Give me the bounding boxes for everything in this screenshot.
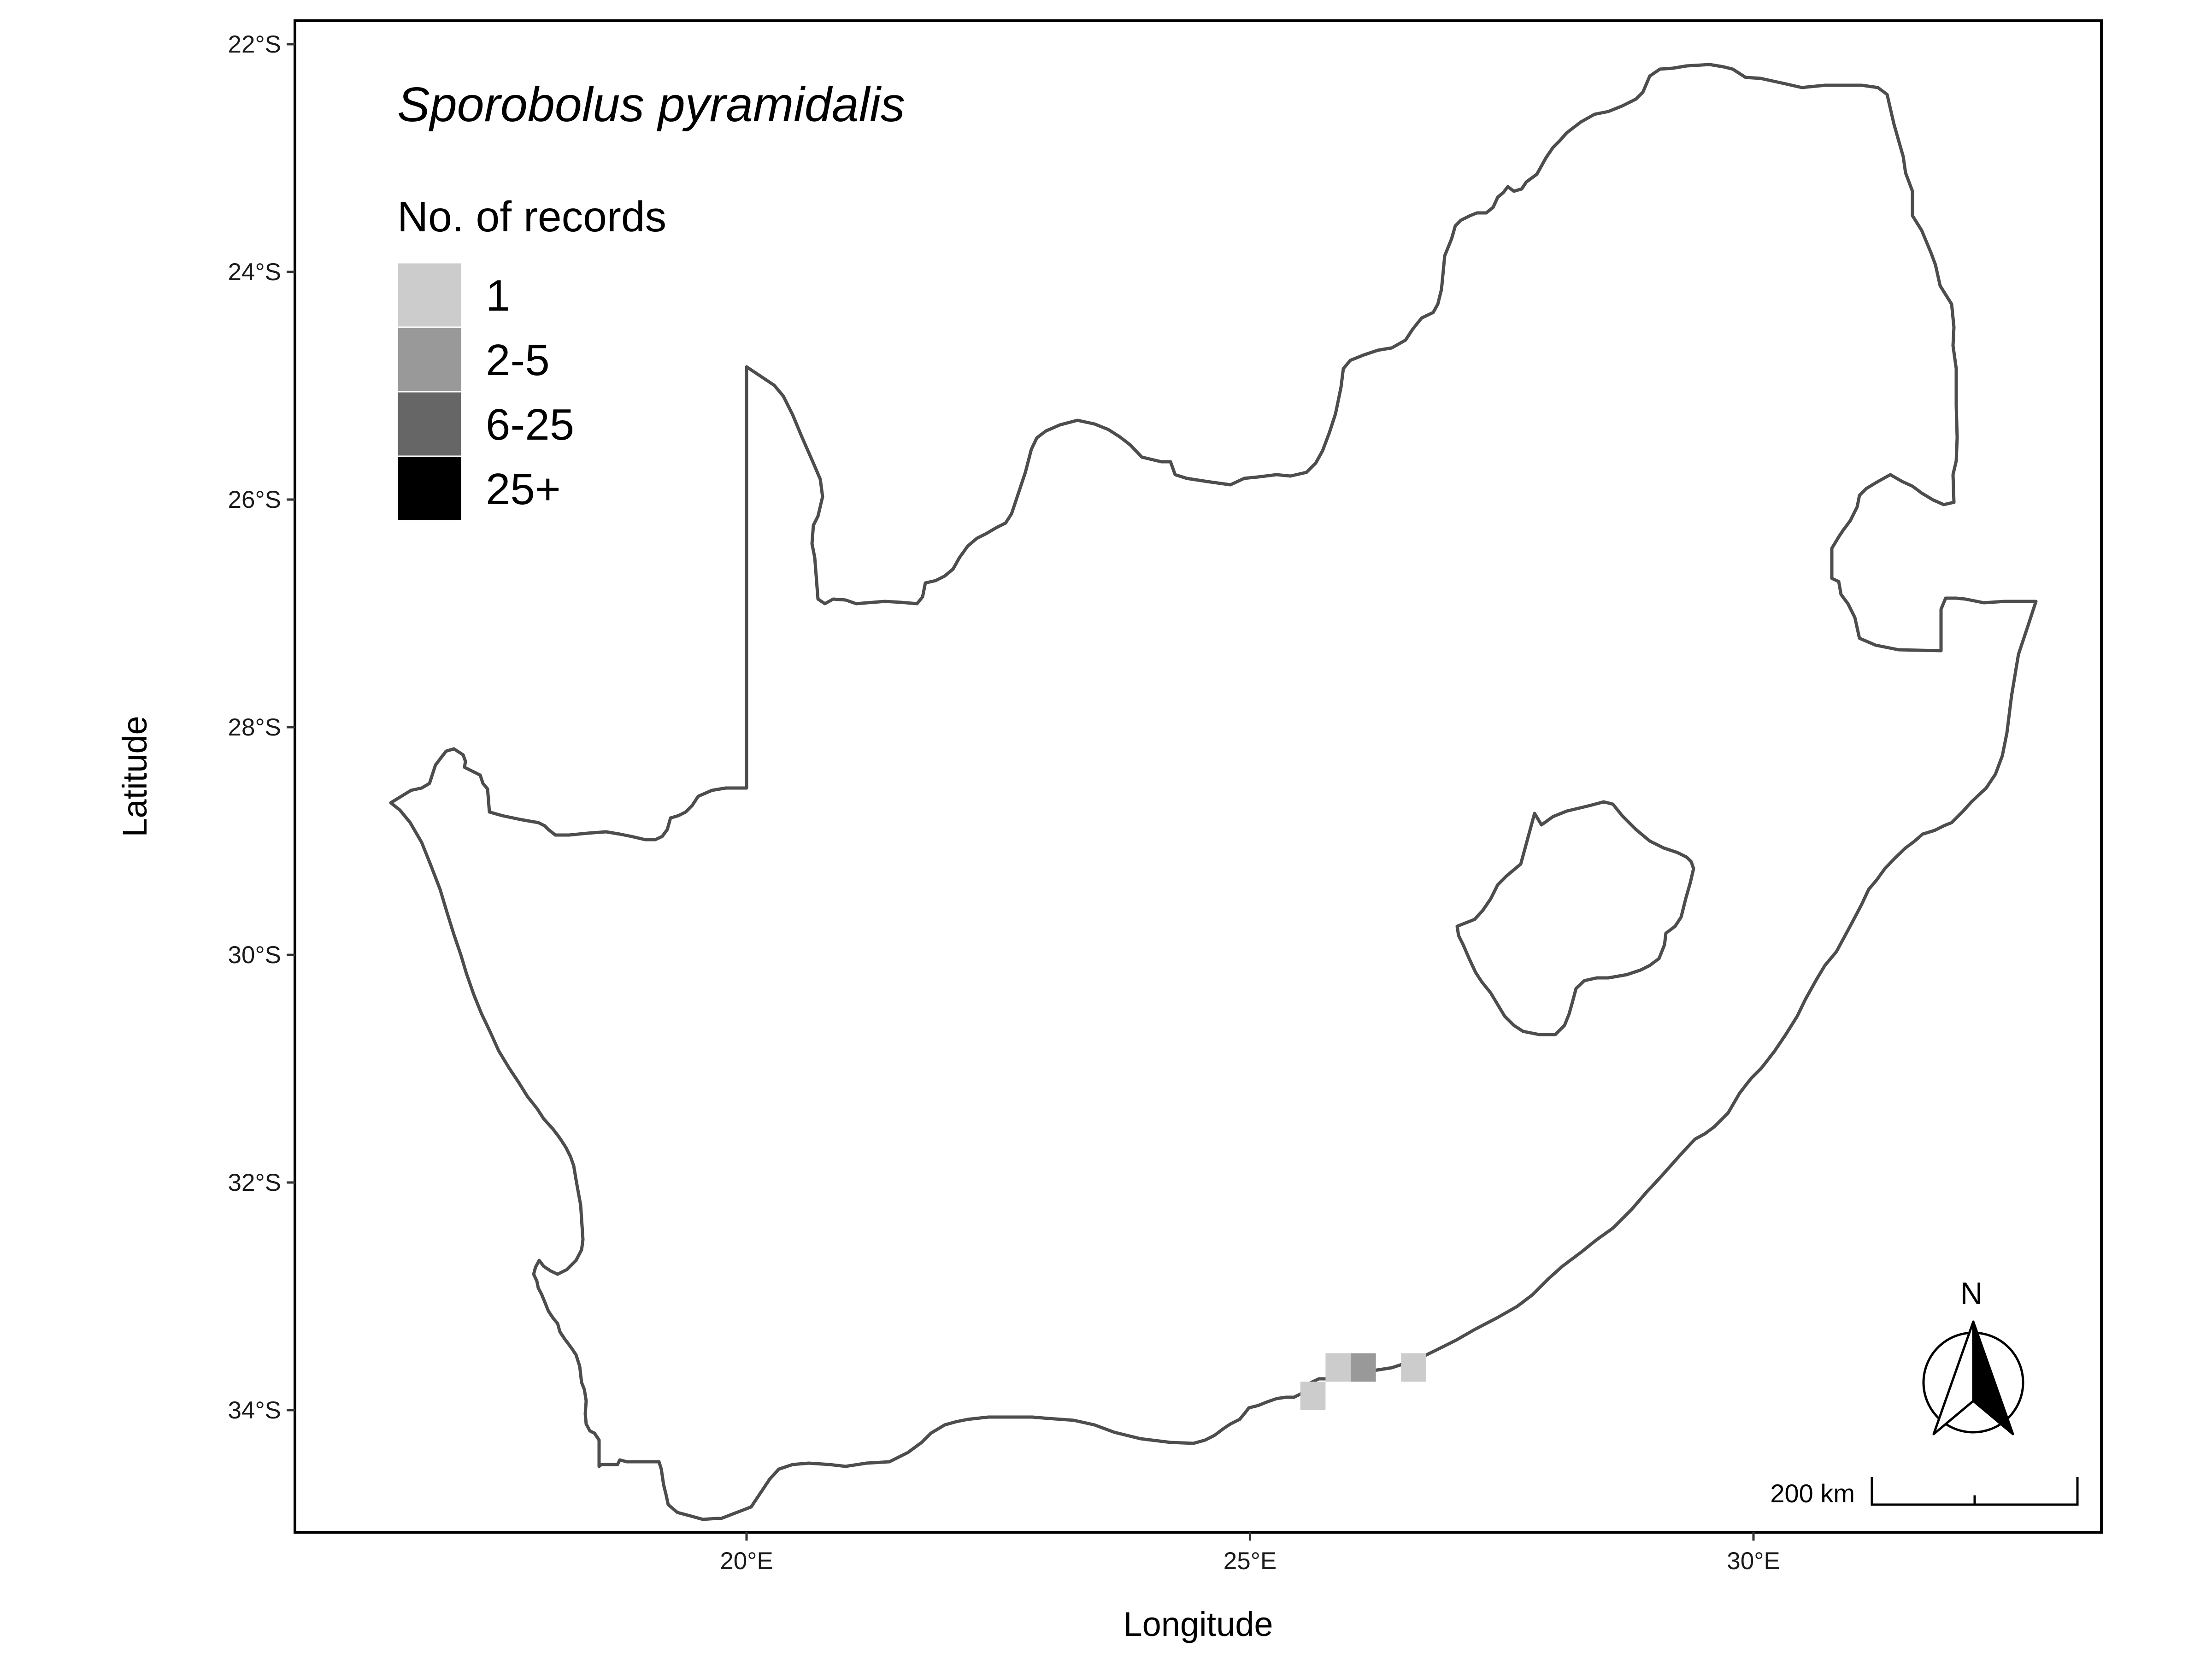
record-cell: [1325, 1353, 1351, 1382]
legend-swatch: [396, 262, 463, 328]
legend-swatch: [396, 326, 463, 393]
legend-label: 2-5: [486, 335, 550, 385]
x-tick-label: 30°E: [1727, 1547, 1780, 1575]
record-cell: [1300, 1382, 1326, 1410]
record-cell: [1401, 1353, 1426, 1382]
country-outlines: [389, 63, 2038, 1521]
y-tick-label: 26°S: [228, 486, 282, 513]
y-tick-label: 34°S: [228, 1397, 282, 1424]
legend-items: 1 2-5 6-25 25+: [396, 262, 574, 522]
x-tick-label: 20°E: [720, 1547, 773, 1575]
y-tick-label: 24°S: [228, 259, 282, 286]
lesotho-outline: [1455, 800, 1695, 1036]
legend-swatch: [396, 455, 463, 522]
legend-swatch: [396, 391, 463, 457]
scale-bar-label: 200 km: [1770, 1479, 1855, 1508]
legend-label: 6-25: [486, 400, 574, 449]
legend: No. of records 1 2-5 6-25 25+: [396, 193, 666, 522]
legend-label: 1: [486, 271, 510, 320]
record-cells: [1300, 1353, 1426, 1410]
y-tick-label: 28°S: [228, 714, 282, 741]
species-title: Sporobolus pyramidalis: [397, 77, 905, 132]
north-arrow-right-half: [1972, 1320, 2014, 1435]
x-axis-title: Longitude: [1123, 1605, 1273, 1643]
south-africa-outline: [389, 63, 2038, 1521]
y-tick-label: 22°S: [228, 31, 282, 58]
north-arrow-label: N: [1960, 1276, 1983, 1311]
axis-ticks: 20°E 25°E 30°E 22°S 24°S 26°S 28°S 30°S 32°S 34°S: [228, 31, 1780, 1575]
scale-bar: 200 km: [1770, 1477, 2079, 1508]
y-tick-label: 32°S: [228, 1169, 282, 1196]
north-arrow: N: [1922, 1276, 2024, 1435]
y-axis-title: Latitude: [116, 716, 154, 837]
scale-bar-line: [1871, 1477, 2079, 1506]
legend-label: 25+: [486, 465, 561, 514]
plot-panel-frame: [294, 19, 2103, 1534]
legend-title: No. of records: [397, 193, 666, 241]
x-tick-label: 25°E: [1224, 1547, 1277, 1575]
y-tick-label: 30°S: [228, 941, 282, 969]
record-cell: [1351, 1353, 1376, 1382]
